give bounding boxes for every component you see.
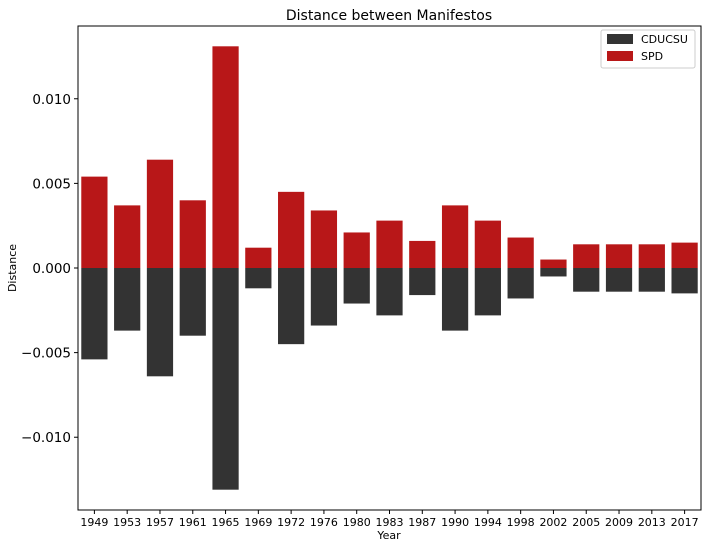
bar-cducsu-2013 <box>638 268 665 292</box>
bar-cducsu-1965 <box>212 268 239 490</box>
x-tick-label: 2005 <box>572 516 600 529</box>
bar-cducsu-1990 <box>441 268 469 331</box>
bar-cducsu-1987 <box>409 268 436 296</box>
bar-spd-2017 <box>671 242 698 268</box>
y-axis: −0.010 −0.005 0.000 0.005 0.010 <box>21 92 78 446</box>
bar-spd-1994 <box>474 220 501 268</box>
bar-cducsu-1994 <box>474 268 501 316</box>
bar-spd-1965 <box>212 46 239 269</box>
bar-cducsu-2002 <box>540 268 567 277</box>
bar-spd-1983 <box>376 220 403 268</box>
legend: CDUCSU SPD <box>600 29 696 69</box>
x-tick-label: 1953 <box>113 516 141 529</box>
x-tick-label: 1994 <box>474 516 502 529</box>
bar-spd-1969 <box>245 247 272 268</box>
bar-spd-1976 <box>310 210 338 268</box>
x-tick-label: 1998 <box>507 516 535 529</box>
bars-group <box>81 46 698 490</box>
bar-cducsu-1983 <box>376 268 403 316</box>
bar-spd-1961 <box>179 200 206 268</box>
x-tick-label: 1957 <box>146 516 174 529</box>
x-tick-label: 1969 <box>244 516 272 529</box>
y-tick-label: 0.010 <box>32 92 71 108</box>
x-tick-label: 1980 <box>343 516 371 529</box>
x-tick-label: 1990 <box>441 516 469 529</box>
x-tick-label: 1965 <box>212 516 240 529</box>
bar-spd-1998 <box>507 237 534 268</box>
bar-cducsu-1957 <box>146 268 174 377</box>
bar-spd-2005 <box>573 244 600 268</box>
legend-label-spd: SPD <box>641 50 663 63</box>
bar-spd-1957 <box>146 159 174 268</box>
bar-spd-1972 <box>278 191 305 268</box>
bar-spd-2002 <box>540 259 567 268</box>
bar-cducsu-2017 <box>671 268 698 294</box>
bar-spd-1987 <box>409 240 436 268</box>
x-tick-label: 1983 <box>376 516 404 529</box>
x-tick-label: 1976 <box>310 516 338 529</box>
bar-cducsu-2005 <box>573 268 600 292</box>
legend-swatch-spd <box>607 51 633 61</box>
bar-cducsu-1972 <box>278 268 305 345</box>
x-tick-label: 2013 <box>638 516 666 529</box>
bar-spd-1949 <box>81 176 108 268</box>
bar-cducsu-1969 <box>245 268 272 289</box>
x-tick-label: 1949 <box>80 516 108 529</box>
bar-spd-1980 <box>343 232 370 268</box>
bar-cducsu-1976 <box>310 268 338 326</box>
bar-cducsu-1949 <box>81 268 108 360</box>
bar-spd-1990 <box>441 205 469 268</box>
x-tick-label: 2009 <box>605 516 633 529</box>
plot-frame <box>77 25 702 511</box>
x-tick-label: 1972 <box>277 516 305 529</box>
x-axis: 1949 1953 1957 1961 1965 1969 1972 1976 1980 1983… <box>80 510 699 529</box>
bar-spd-2009 <box>605 244 633 268</box>
y-tick-label: −0.010 <box>21 430 71 446</box>
y-axis-label: Distance <box>6 244 19 292</box>
bar-cducsu-1961 <box>179 268 206 336</box>
legend-label-cducsu: CDUCSU <box>641 33 688 46</box>
bar-spd-1953 <box>114 205 141 268</box>
chart-title: Distance between Manifestos <box>286 8 492 24</box>
legend-swatch-cducsu <box>607 34 633 44</box>
y-tick-label: 0.000 <box>32 261 71 277</box>
bar-cducsu-2009 <box>605 268 633 292</box>
x-tick-label: 2002 <box>539 516 567 529</box>
bar-cducsu-1998 <box>507 268 534 299</box>
bar-cducsu-1980 <box>343 268 370 304</box>
x-axis-label: Year <box>376 529 401 542</box>
y-tick-label: 0.005 <box>32 176 71 192</box>
x-tick-label: 2017 <box>671 516 699 529</box>
y-tick-label: −0.005 <box>21 346 71 362</box>
bar-cducsu-1953 <box>114 268 141 331</box>
bar-spd-2013 <box>638 244 665 268</box>
x-tick-label: 1987 <box>408 516 436 529</box>
x-tick-label: 1961 <box>179 516 207 529</box>
